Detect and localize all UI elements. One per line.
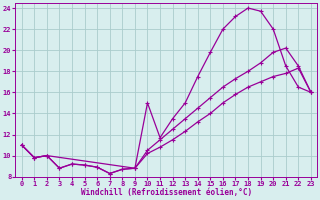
X-axis label: Windchill (Refroidissement éolien,°C): Windchill (Refroidissement éolien,°C) [81,188,252,197]
